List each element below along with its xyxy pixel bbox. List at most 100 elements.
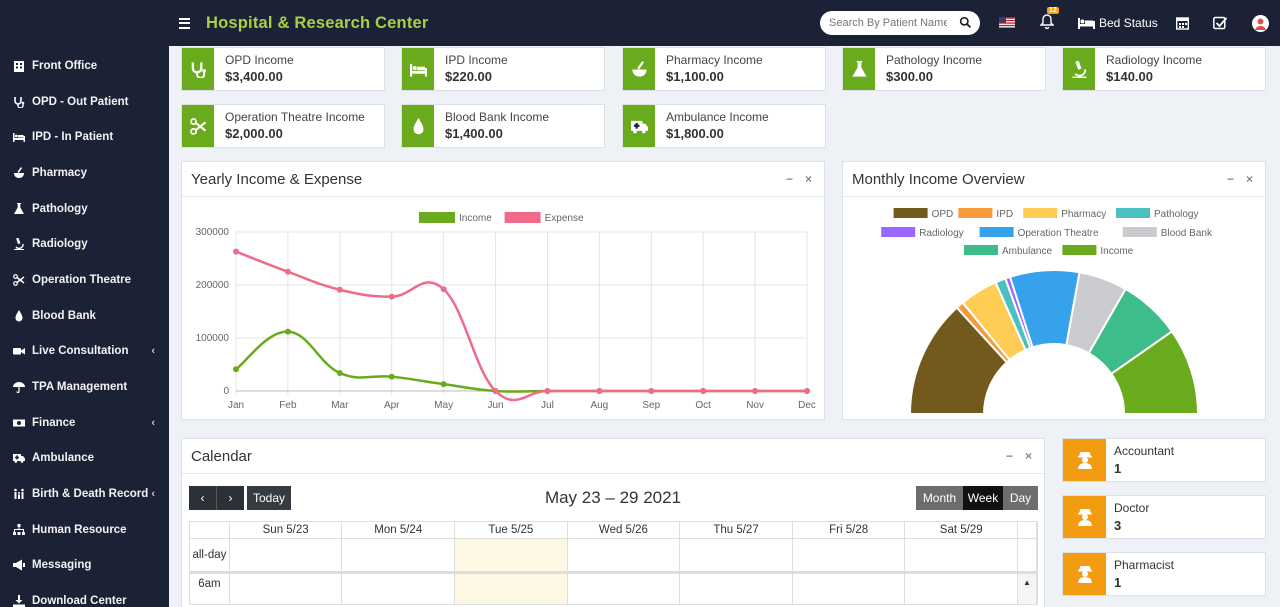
staff-role: Accountant: [1114, 444, 1175, 458]
sidebar-item-ambulance[interactable]: Ambulance: [0, 441, 169, 477]
search-input[interactable]: [829, 17, 947, 29]
user-secret-icon: [1063, 496, 1106, 538]
minimize-icon[interactable]: −: [785, 172, 793, 186]
sidebar-item-tpa-management[interactable]: TPA Management: [0, 369, 169, 405]
sidebar-item-label: Blood Bank: [32, 309, 96, 322]
calendar-allday-cell[interactable]: [680, 539, 793, 571]
search-icon[interactable]: [959, 16, 972, 34]
calendar-toolbar: ‹ › Today May 23 – 29 2021 Month Week Da…: [189, 486, 1038, 510]
sidebar-item-pharmacy[interactable]: Pharmacy: [0, 155, 169, 191]
x-tick-label: Jul: [541, 400, 554, 411]
sidebar-item-ipd-in-patient[interactable]: IPD - In Patient: [0, 119, 169, 155]
scissors-icon: [182, 105, 214, 147]
calendar-week-view[interactable]: Week: [963, 486, 1003, 510]
sidebar-item-messaging[interactable]: Messaging: [0, 548, 169, 584]
stethoscope-icon: [182, 48, 214, 90]
data-point-expense: [544, 388, 551, 394]
sidebar-item-radiology[interactable]: Radiology: [0, 226, 169, 262]
sidebar-item-front-office[interactable]: Front Office: [0, 48, 169, 84]
us-flag-icon[interactable]: [999, 17, 1015, 28]
legend-swatch-pharmacy: [1023, 208, 1058, 218]
panel-title: Calendar: [191, 447, 252, 465]
sidebar-item-opd-out-patient[interactable]: OPD - Out Patient: [0, 84, 169, 120]
stat-card-opd-income: OPD Income $3,400.00: [181, 47, 385, 91]
calendar-panel: Calendar − × ‹ › Today May 23 – 29 2021 …: [181, 438, 1045, 607]
close-icon[interactable]: ×: [1024, 449, 1032, 463]
calendar-day-header: Thu 5/27: [680, 522, 793, 538]
sidebar-item-blood-bank[interactable]: Blood Bank: [0, 298, 169, 334]
sidebar-item-operation-theatre[interactable]: Operation Theatre: [0, 262, 169, 298]
sidebar-item-live-consultation[interactable]: Live Consultation ‹: [0, 334, 169, 370]
sidebar-item-pathology[interactable]: Pathology: [0, 191, 169, 227]
scissors-icon: [11, 274, 27, 286]
close-icon[interactable]: ×: [804, 172, 812, 186]
stat-card-blood-bank-income: Blood Bank Income $1,400.00: [401, 104, 605, 148]
data-point-income: [336, 369, 343, 376]
calendar-time-slot[interactable]: [680, 574, 793, 604]
calendar-time-label: 6am: [190, 574, 230, 604]
legend-label: Ambulance: [1002, 246, 1052, 257]
calendar-time-slot[interactable]: [568, 574, 681, 604]
sidebar-item-label: IPD - In Patient: [32, 131, 114, 144]
calendar-next-button[interactable]: ›: [217, 486, 244, 510]
data-point-expense: [233, 248, 239, 255]
menu-toggle-icon[interactable]: [179, 17, 199, 29]
minimize-icon[interactable]: −: [1226, 172, 1234, 186]
stat-card-radiology-income: Radiology Income $140.00: [1062, 47, 1266, 91]
stat-label: Radiology Income: [1106, 53, 1203, 67]
legend-swatch-operation-theatre: [979, 227, 1014, 237]
calendar-prev-button[interactable]: ‹: [189, 486, 217, 510]
calendar-today-button[interactable]: Today: [247, 486, 291, 510]
calendar-allday-cell[interactable]: [905, 539, 1019, 571]
series-line-income: [235, 330, 807, 393]
task-checkbox-icon[interactable]: [1213, 16, 1227, 30]
data-point-expense: [388, 293, 395, 300]
calendar-icon[interactable]: [1176, 16, 1189, 30]
data-point-income: [233, 366, 239, 373]
legend-swatch-opd: [893, 208, 928, 218]
calendar-allday-cell[interactable]: [568, 539, 681, 571]
scrollbar[interactable]: ▲: [1018, 574, 1037, 604]
legend-swatch-income: [1062, 245, 1097, 255]
monthly-income-chart: OPD IPD Pharmacy Pathology Radiology Operatio…: [881, 208, 1213, 415]
sidebar-item-finance[interactable]: Finance ‹: [0, 405, 169, 441]
calendar-allday-cell[interactable]: [793, 539, 906, 571]
calendar-allday-row: all-day: [190, 539, 1037, 574]
user-secret-icon: [1063, 439, 1106, 481]
stat-label: Pharmacy Income: [666, 53, 763, 67]
close-icon[interactable]: ×: [1245, 172, 1253, 186]
sidebar-item-birth-death-record[interactable]: Birth & Death Record ‹: [0, 476, 169, 512]
data-point-expense: [492, 388, 499, 394]
calendar-day-header: Tue 5/25: [455, 522, 568, 538]
calendar-allday-cell[interactable]: [455, 539, 568, 571]
calendar-time-slot[interactable]: [793, 574, 906, 604]
calendar-time-slot[interactable]: [455, 574, 568, 604]
x-tick-label: Jan: [228, 400, 244, 411]
minimize-icon[interactable]: −: [1005, 449, 1013, 463]
calendar-time-slot[interactable]: [342, 574, 456, 604]
money-icon: [11, 417, 27, 429]
sitemap-icon: [11, 523, 27, 536]
slice-income: [1109, 330, 1200, 415]
calendar-month-view[interactable]: Month: [916, 486, 963, 510]
calendar-allday-cell[interactable]: [230, 539, 343, 571]
calendar-day-view[interactable]: Day: [1003, 486, 1038, 510]
calendar-allday-cell[interactable]: [342, 539, 456, 571]
stat-label: IPD Income: [445, 53, 508, 67]
microscope-icon: [11, 238, 27, 251]
user-avatar[interactable]: [1252, 15, 1269, 32]
notification-bell-icon[interactable]: 12: [1040, 7, 1059, 29]
calendar-time-slot[interactable]: [230, 574, 343, 604]
stat-label: OPD Income: [225, 53, 294, 67]
sidebar-item-label: Front Office: [32, 59, 98, 72]
stat-value: $220.00: [445, 69, 492, 84]
data-point-income: [388, 373, 395, 380]
sidebar-item-human-resource[interactable]: Human Resource: [0, 512, 169, 548]
sidebar-item-download-center[interactable]: Download Center: [0, 583, 169, 607]
bed-status-button[interactable]: Bed Status: [1078, 16, 1158, 30]
sidebar-item-label: Live Consultation: [32, 345, 129, 358]
calendar-time-slot[interactable]: [905, 574, 1019, 604]
patient-search[interactable]: [820, 11, 980, 35]
umbrella-icon: [11, 381, 27, 394]
calendar-scroll-gutter: [1018, 522, 1037, 538]
